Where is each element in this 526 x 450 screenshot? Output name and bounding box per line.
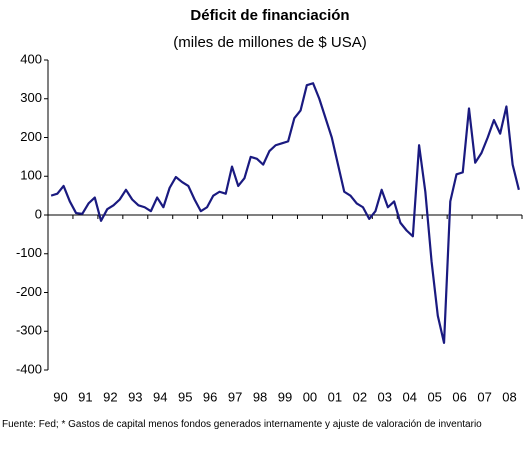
x-tick-label: 06 (452, 389, 466, 404)
y-tick-label: 400 (20, 51, 42, 66)
x-tick-label: 01 (328, 389, 342, 404)
x-tick-label: 05 (427, 389, 441, 404)
x-tick-label: 94 (153, 389, 167, 404)
x-tick-label: 97 (228, 389, 242, 404)
chart-title: Déficit de financiación (190, 7, 349, 24)
y-tick-label: -400 (16, 361, 42, 376)
data-line (50, 82, 520, 344)
x-tick-label: 91 (78, 389, 92, 404)
x-tick-label: 08 (502, 389, 516, 404)
x-tick-label: 04 (403, 389, 417, 404)
x-tick-label: 90 (53, 389, 67, 404)
x-tick-label: 98 (253, 389, 267, 404)
y-tick-label: -300 (16, 323, 42, 338)
y-tick-label: 200 (20, 129, 42, 144)
x-tick-label: 07 (477, 389, 491, 404)
x-tick-label: 95 (178, 389, 192, 404)
x-tick-label: 99 (278, 389, 292, 404)
x-tick-label: 00 (303, 389, 317, 404)
y-tick-label: 300 (20, 90, 42, 105)
y-tick-label: 0 (35, 206, 42, 221)
chart: Déficit de financiación (miles de millon… (16, 7, 523, 404)
chart-subtitle: (miles de millones de $ USA) (173, 34, 366, 51)
y-tick-label: 100 (20, 168, 42, 183)
x-tick-label: 02 (353, 389, 367, 404)
x-tick-label: 92 (103, 389, 117, 404)
y-tick-label: -100 (16, 245, 42, 260)
source-note: Fuente: Fed; * Gastos de capital menos f… (2, 419, 482, 430)
x-tick-label: 03 (378, 389, 392, 404)
x-tick-label: 96 (203, 389, 217, 404)
y-tick-label: -200 (16, 284, 42, 299)
x-tick-label: 93 (128, 389, 142, 404)
